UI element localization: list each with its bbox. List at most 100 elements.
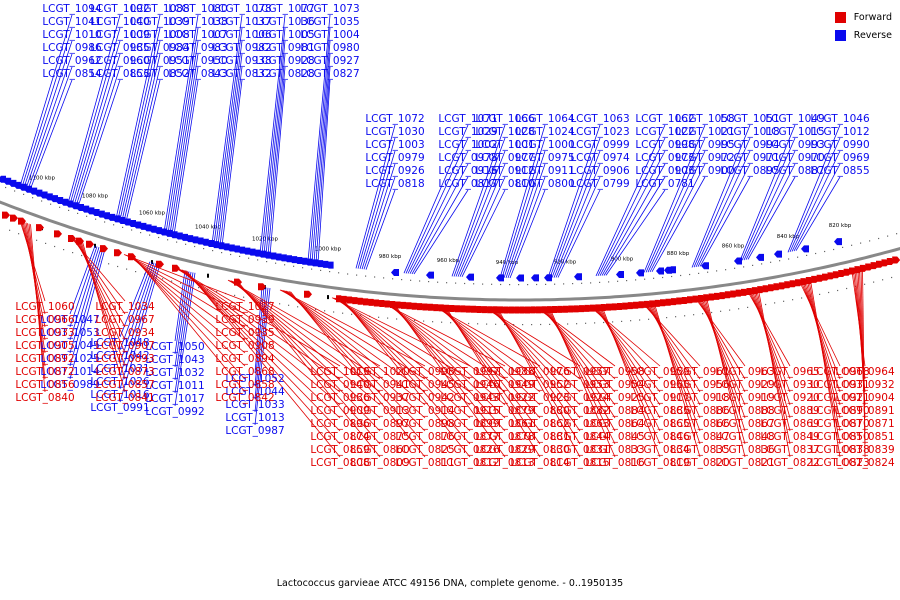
forward-gene-label[interactable]: LCGT_0848 xyxy=(715,431,774,443)
forward-gene-label[interactable]: LCGT_0877 xyxy=(440,431,499,443)
reverse-gene-label[interactable]: LCGT_1015 xyxy=(765,126,824,138)
reverse-gene-label[interactable]: LCGT_0987 xyxy=(225,425,284,437)
forward-gene-label[interactable]: LCGT_1019 xyxy=(310,366,369,378)
reverse-gene-label[interactable]: LCGT_1094 xyxy=(42,3,102,15)
reverse-gene-label[interactable]: LCGT_1017 xyxy=(145,393,204,405)
reverse-gene-label[interactable]: LCGT_0800 xyxy=(515,178,574,190)
forward-gene-label[interactable]: LCGT_0836 xyxy=(715,444,775,456)
forward-gene-label[interactable]: LCGT_0861 xyxy=(475,418,534,430)
forward-gene-label[interactable]: LCGT_0968 xyxy=(810,366,869,378)
forward-gene-label[interactable]: LCGT_0882 xyxy=(550,405,609,417)
forward-gene-label[interactable]: LCGT_0835 xyxy=(670,444,729,456)
forward-gene-label[interactable]: LCGT_0921 xyxy=(810,392,869,404)
forward-gene-label[interactable]: LCGT_0949 xyxy=(475,379,534,391)
forward-gene-label[interactable]: LCGT_0945 xyxy=(395,379,454,391)
reverse-gene-label[interactable]: LCGT_1071 xyxy=(438,113,497,125)
reverse-gene-label[interactable]: LCGT_1073 xyxy=(300,3,359,15)
forward-gene-label[interactable]: LCGT_1060 xyxy=(15,301,74,313)
reverse-gene-label[interactable]: LCGT_1058 xyxy=(675,113,734,125)
forward-gene-label[interactable]: LCGT_0868 xyxy=(215,366,274,378)
reverse-gene-label[interactable]: LCGT_0938 xyxy=(212,55,271,67)
forward-gene-label[interactable]: LCGT_1020 xyxy=(350,366,409,378)
reverse-gene-label[interactable]: LCGT_0962 xyxy=(42,55,101,67)
forward-gene-label[interactable]: LCGT_0919 xyxy=(715,392,774,404)
reverse-gene-label[interactable]: LCGT_1006 xyxy=(212,29,272,41)
reverse-gene-label[interactable]: LCGT_1001 xyxy=(475,139,534,151)
reverse-gene-label[interactable]: LCGT_0970 xyxy=(765,152,824,164)
forward-gene-label[interactable]: LCGT_0831 xyxy=(550,444,609,456)
reverse-gene-label[interactable]: LCGT_0951 xyxy=(130,55,189,67)
reverse-gene-label[interactable]: LCGT_1014 xyxy=(40,366,100,378)
forward-gene-label[interactable]: LCGT_0819 xyxy=(630,457,689,469)
reverse-gene-label[interactable]: LCGT_1092 xyxy=(90,3,149,15)
reverse-gene-label[interactable]: LCGT_1077 xyxy=(255,3,314,15)
forward-gene-label[interactable]: LCGT_0917 xyxy=(630,392,689,404)
forward-gene-label[interactable]: LCGT_0876 xyxy=(395,431,455,443)
reverse-gene-label[interactable]: LCGT_1064 xyxy=(515,113,575,125)
forward-gene-label[interactable]: LCGT_0874 xyxy=(310,431,370,443)
reverse-gene-label[interactable]: LCGT_1072 xyxy=(365,113,424,125)
reverse-gene-label[interactable]: LCGT_0994 xyxy=(720,139,780,151)
reverse-gene-label[interactable]: LCGT_1062 xyxy=(635,113,694,125)
forward-gene-label[interactable]: LCGT_0907 xyxy=(95,340,154,352)
forward-gene-label[interactable]: LCGT_0923 xyxy=(510,392,569,404)
reverse-gene-label[interactable]: LCGT_0928 xyxy=(255,55,314,67)
forward-gene-label[interactable]: LCGT_0864 xyxy=(585,418,645,430)
reverse-gene-label[interactable]: LCGT_0900 xyxy=(675,165,734,177)
forward-gene-label[interactable]: LCGT_0814 xyxy=(510,457,570,469)
forward-gene-label[interactable]: LCGT_0954 xyxy=(585,379,645,391)
reverse-gene-label[interactable]: LCGT_1049 xyxy=(765,113,824,125)
forward-gene-label[interactable]: LCGT_0937 xyxy=(350,392,409,404)
forward-gene-label[interactable]: LCGT_0860 xyxy=(350,444,409,456)
reverse-gene-label[interactable]: LCGT_0912 xyxy=(475,165,534,177)
reverse-gene-label[interactable]: LCGT_1066 xyxy=(475,113,535,125)
forward-gene-label[interactable]: LCGT_0914 xyxy=(395,405,455,417)
forward-gene-label[interactable]: LCGT_0913 xyxy=(350,405,409,417)
forward-gene-label[interactable]: LCGT_0888 xyxy=(715,405,774,417)
forward-gene-label[interactable]: LCGT_0894 xyxy=(215,353,275,365)
reverse-gene-label[interactable]: LCGT_0985 xyxy=(90,42,149,54)
reverse-gene-label[interactable]: LCGT_1080 xyxy=(168,3,227,15)
reverse-gene-label[interactable]: LCGT_0979 xyxy=(365,152,424,164)
forward-gene-label[interactable]: LCGT_0838 xyxy=(810,444,869,456)
forward-gene-label[interactable]: LCGT_0904 xyxy=(835,392,895,404)
reverse-gene-label[interactable]: LCGT_0828 xyxy=(255,68,314,80)
forward-gene-label[interactable]: LCGT_0858 xyxy=(215,379,274,391)
reverse-gene-label[interactable]: LCGT_1021 xyxy=(675,126,734,138)
forward-gene-label[interactable]: LCGT_0997 xyxy=(440,366,499,378)
forward-gene-label[interactable]: LCGT_0823 xyxy=(810,457,869,469)
forward-gene-label[interactable]: LCGT_0889 xyxy=(760,405,819,417)
reverse-gene-label[interactable]: LCGT_1010 xyxy=(42,29,101,41)
forward-gene-label[interactable]: LCGT_0931 xyxy=(810,379,869,391)
reverse-gene-label[interactable]: LCGT_1032 xyxy=(145,367,204,379)
reverse-gene-label[interactable]: LCGT_0855 xyxy=(810,165,869,177)
forward-gene-label[interactable]: LCGT_0922 xyxy=(475,392,534,404)
forward-gene-label[interactable]: LCGT_0844 xyxy=(550,431,610,443)
reverse-gene-label[interactable]: LCGT_0895 xyxy=(720,165,779,177)
reverse-gene-label[interactable]: LCGT_1078 xyxy=(212,3,271,15)
forward-gene-label[interactable]: LCGT_0941 xyxy=(350,379,409,391)
forward-gene-label[interactable]: LCGT_0811 xyxy=(395,457,454,469)
forward-gene-label[interactable]: LCGT_0873 xyxy=(95,366,154,378)
forward-gene-label[interactable]: LCGT_0837 xyxy=(760,444,819,456)
forward-gene-label[interactable]: LCGT_0891 xyxy=(835,405,894,417)
forward-gene-label[interactable]: LCGT_0824 xyxy=(835,457,895,469)
forward-gene-label[interactable]: LCGT_0875 xyxy=(350,431,409,443)
forward-gene-label[interactable]: LCGT_0930 xyxy=(760,379,819,391)
reverse-gene-label[interactable]: LCGT_0854 xyxy=(42,68,102,80)
forward-gene-label[interactable]: LCGT_0846 xyxy=(630,431,690,443)
reverse-gene-label[interactable]: LCGT_1028 xyxy=(475,126,534,138)
reverse-gene-label[interactable]: LCGT_1053 xyxy=(40,327,99,339)
forward-gene-label[interactable]: LCGT_0820 xyxy=(670,457,729,469)
forward-gene-label[interactable]: LCGT_0956 xyxy=(670,379,730,391)
forward-gene-label[interactable]: LCGT_0909 xyxy=(310,405,369,417)
forward-gene-label[interactable]: LCGT_0830 xyxy=(510,444,569,456)
forward-gene-label[interactable]: LCGT_0976 xyxy=(510,366,570,378)
forward-gene-label[interactable]: LCGT_0996 xyxy=(395,366,455,378)
reverse-gene-label[interactable]: LCGT_0799 xyxy=(570,178,629,190)
reverse-gene-label[interactable]: LCGT_0903 xyxy=(635,165,694,177)
reverse-gene-label[interactable]: LCGT_0998 xyxy=(635,139,694,151)
forward-gene-label[interactable]: LCGT_0918 xyxy=(670,392,729,404)
reverse-gene-label[interactable]: LCGT_0978 xyxy=(438,152,497,164)
forward-gene-label[interactable]: LCGT_0961 xyxy=(670,366,729,378)
